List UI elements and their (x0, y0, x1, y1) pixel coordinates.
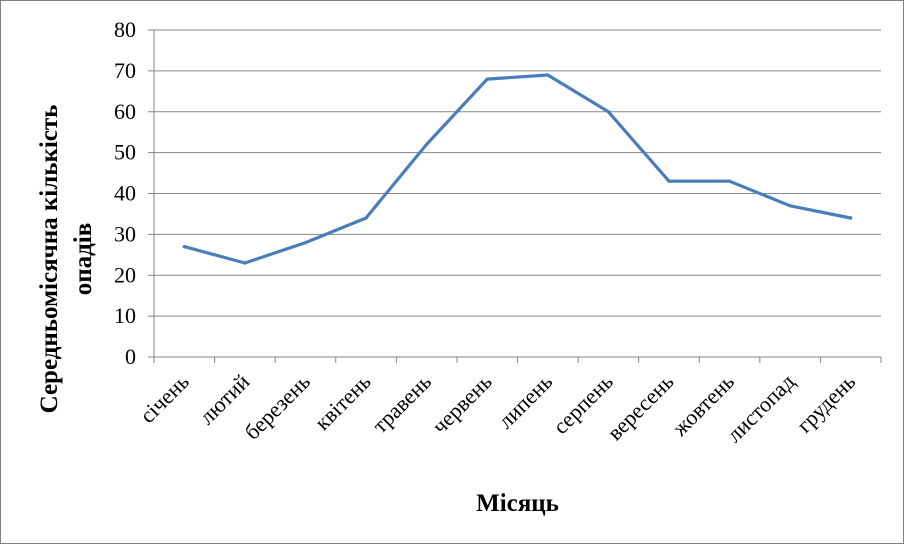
y-axis-title-line-1: Середньомісячна кількість (36, 105, 63, 414)
x-tick-label: липень (493, 369, 557, 433)
data-point (667, 179, 671, 183)
y-tick-label: 10 (114, 303, 136, 328)
y-axis-title-line-2: опадів (70, 223, 97, 296)
x-tick-label: січень (135, 369, 194, 428)
x-tick-label: березень (239, 369, 315, 445)
y-tick-label: 60 (114, 99, 136, 124)
x-tick-labels: січень лютийберезеньквітеньтравеньчервень… (135, 369, 860, 447)
y-axis-title: Середньомісячна кількість опадів (36, 105, 97, 414)
data-point (485, 77, 489, 81)
x-tick-label: травень (367, 369, 436, 438)
data-point (788, 204, 792, 208)
data-point (425, 142, 429, 147)
data-point (182, 245, 186, 249)
gridlines (154, 29, 881, 317)
x-axis-title: Місяць (476, 490, 559, 517)
data-point (849, 216, 853, 220)
y-tick-label: 80 (114, 17, 136, 42)
y-tick-label: 30 (114, 221, 136, 246)
data-point (546, 73, 550, 77)
data-point (727, 179, 732, 183)
data-point (243, 261, 247, 265)
x-tick-label: грудень (792, 369, 861, 438)
series-line-0 (182, 73, 853, 265)
y-tick-labels: 0 10 20 30 40 50 60 70 80 (114, 17, 136, 369)
y-tick-label: 70 (114, 58, 136, 83)
series (182, 73, 853, 265)
data-point (303, 240, 308, 245)
y-tick-label: 40 (114, 181, 136, 206)
x-tick-label: червень (427, 369, 497, 439)
y-tick-label: 50 (114, 140, 136, 165)
y-tick-label: 20 (114, 262, 136, 287)
x-tick-label: квітень (310, 369, 376, 435)
y-tick-label: 0 (125, 344, 136, 369)
x-tick-label: вересень (602, 369, 678, 445)
axes (148, 29, 882, 363)
data-point (364, 216, 368, 220)
data-point (606, 110, 610, 114)
x-tick-label: листопад (721, 369, 799, 447)
